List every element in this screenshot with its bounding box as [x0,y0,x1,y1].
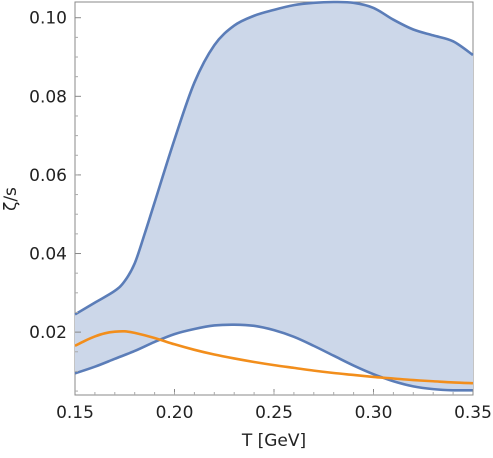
x-axis-label: T [GeV] [241,431,306,451]
y-tick-label: 0.02 [29,323,67,343]
curve-line [74,329,474,385]
x-tick-label: 0.15 [56,403,94,423]
y-tick-label: 0.08 [29,87,67,107]
band-lower-line [74,323,474,392]
y-axis-label: ζ/s [1,187,21,211]
x-tick-label: 0.35 [454,403,492,423]
x-tick-label: 0.25 [255,403,293,423]
y-tick-label: 0.04 [29,245,67,265]
band-fill [75,1,473,391]
axis-ticks: 0.15 0.20 0.25 0.30 0.35 0.02 0.04 0.06 0.08 0.10 [29,9,492,423]
x-tick-label: 0.30 [355,403,393,423]
chart-marks [74,0,474,392]
band-upper-line [74,0,474,316]
x-tick-label: 0.20 [156,403,194,423]
y-tick-label: 0.06 [29,166,67,186]
y-tick-label: 0.10 [29,9,67,29]
